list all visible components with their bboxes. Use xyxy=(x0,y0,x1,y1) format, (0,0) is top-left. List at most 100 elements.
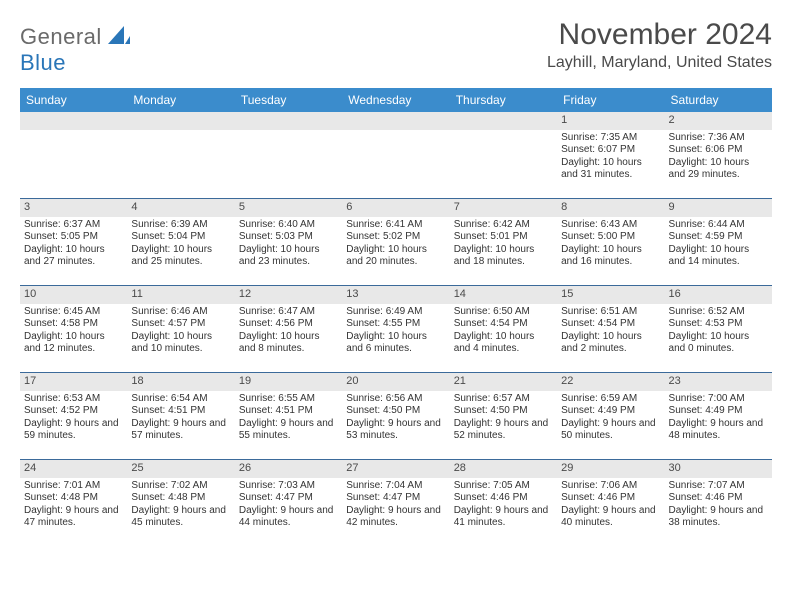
day-number xyxy=(342,112,449,130)
day-number xyxy=(235,112,342,130)
sunrise-text: Sunrise: 7:02 AM xyxy=(131,480,230,493)
sunrise-text: Sunrise: 6:41 AM xyxy=(346,219,445,232)
calendar-cell: 12Sunrise: 6:47 AMSunset: 4:56 PMDayligh… xyxy=(235,286,342,372)
sunset-text: Sunset: 4:46 PM xyxy=(669,492,768,505)
cell-content: Sunrise: 7:35 AMSunset: 6:07 PMDaylight:… xyxy=(557,130,664,186)
day-number: 22 xyxy=(557,373,664,391)
calendar-cell: 27Sunrise: 7:04 AMSunset: 4:47 PMDayligh… xyxy=(342,460,449,546)
cell-content: Sunrise: 6:49 AMSunset: 4:55 PMDaylight:… xyxy=(342,304,449,360)
day-number: 25 xyxy=(127,460,234,478)
calendar-cell xyxy=(127,112,234,198)
cell-content: Sunrise: 6:44 AMSunset: 4:59 PMDaylight:… xyxy=(665,217,772,273)
logo-sail-icon xyxy=(108,26,130,49)
cell-content: Sunrise: 7:04 AMSunset: 4:47 PMDaylight:… xyxy=(342,478,449,534)
calendar-row: 24Sunrise: 7:01 AMSunset: 4:48 PMDayligh… xyxy=(20,459,772,546)
day-number: 16 xyxy=(665,286,772,304)
daylight-text: Daylight: 10 hours and 25 minutes. xyxy=(131,244,230,269)
day-number: 8 xyxy=(557,199,664,217)
daylight-text: Daylight: 10 hours and 2 minutes. xyxy=(561,331,660,356)
cell-content: Sunrise: 7:02 AMSunset: 4:48 PMDaylight:… xyxy=(127,478,234,534)
day-number xyxy=(450,112,557,130)
sunset-text: Sunset: 5:02 PM xyxy=(346,231,445,244)
cell-content: Sunrise: 6:54 AMSunset: 4:51 PMDaylight:… xyxy=(127,391,234,447)
daylight-text: Daylight: 10 hours and 31 minutes. xyxy=(561,157,660,182)
day-number: 7 xyxy=(450,199,557,217)
sunrise-text: Sunrise: 6:42 AM xyxy=(454,219,553,232)
calendar-cell: 4Sunrise: 6:39 AMSunset: 5:04 PMDaylight… xyxy=(127,199,234,285)
day-number: 28 xyxy=(450,460,557,478)
day-number: 3 xyxy=(20,199,127,217)
cell-content: Sunrise: 7:00 AMSunset: 4:49 PMDaylight:… xyxy=(665,391,772,447)
weekday-header: Friday xyxy=(557,88,664,112)
sunset-text: Sunset: 5:03 PM xyxy=(239,231,338,244)
calendar-cell xyxy=(450,112,557,198)
day-number: 14 xyxy=(450,286,557,304)
calendar-cell: 8Sunrise: 6:43 AMSunset: 5:00 PMDaylight… xyxy=(557,199,664,285)
sunrise-text: Sunrise: 6:46 AM xyxy=(131,306,230,319)
calendar-cell: 21Sunrise: 6:57 AMSunset: 4:50 PMDayligh… xyxy=(450,373,557,459)
sunrise-text: Sunrise: 6:50 AM xyxy=(454,306,553,319)
calendar-row: 3Sunrise: 6:37 AMSunset: 5:05 PMDaylight… xyxy=(20,198,772,285)
calendar-cell: 26Sunrise: 7:03 AMSunset: 4:47 PMDayligh… xyxy=(235,460,342,546)
calendar-cell: 18Sunrise: 6:54 AMSunset: 4:51 PMDayligh… xyxy=(127,373,234,459)
sunset-text: Sunset: 4:56 PM xyxy=(239,318,338,331)
daylight-text: Daylight: 9 hours and 52 minutes. xyxy=(454,418,553,443)
calendar-cell: 5Sunrise: 6:40 AMSunset: 5:03 PMDaylight… xyxy=(235,199,342,285)
logo-text-general: General xyxy=(20,24,102,49)
page-title: November 2024 xyxy=(547,18,772,52)
daylight-text: Daylight: 10 hours and 20 minutes. xyxy=(346,244,445,269)
day-number xyxy=(127,112,234,130)
daylight-text: Daylight: 10 hours and 14 minutes. xyxy=(669,244,768,269)
sunrise-text: Sunrise: 7:06 AM xyxy=(561,480,660,493)
sunset-text: Sunset: 4:46 PM xyxy=(454,492,553,505)
sunset-text: Sunset: 5:04 PM xyxy=(131,231,230,244)
sunrise-text: Sunrise: 7:07 AM xyxy=(669,480,768,493)
weekday-header: Sunday xyxy=(20,88,127,112)
daylight-text: Daylight: 9 hours and 38 minutes. xyxy=(669,505,768,530)
day-number: 10 xyxy=(20,286,127,304)
cell-content: Sunrise: 6:43 AMSunset: 5:00 PMDaylight:… xyxy=(557,217,664,273)
sunset-text: Sunset: 4:59 PM xyxy=(669,231,768,244)
day-number: 11 xyxy=(127,286,234,304)
calendar-cell: 30Sunrise: 7:07 AMSunset: 4:46 PMDayligh… xyxy=(665,460,772,546)
cell-content: Sunrise: 6:41 AMSunset: 5:02 PMDaylight:… xyxy=(342,217,449,273)
calendar-cell: 23Sunrise: 7:00 AMSunset: 4:49 PMDayligh… xyxy=(665,373,772,459)
daylight-text: Daylight: 10 hours and 27 minutes. xyxy=(24,244,123,269)
day-number: 26 xyxy=(235,460,342,478)
calendar-cell: 11Sunrise: 6:46 AMSunset: 4:57 PMDayligh… xyxy=(127,286,234,372)
logo-text-blue: Blue xyxy=(20,50,66,75)
weekday-header: Tuesday xyxy=(235,88,342,112)
calendar-cell: 1Sunrise: 7:35 AMSunset: 6:07 PMDaylight… xyxy=(557,112,664,198)
calendar-cell: 20Sunrise: 6:56 AMSunset: 4:50 PMDayligh… xyxy=(342,373,449,459)
daylight-text: Daylight: 10 hours and 0 minutes. xyxy=(669,331,768,356)
sunrise-text: Sunrise: 6:55 AM xyxy=(239,393,338,406)
daylight-text: Daylight: 9 hours and 48 minutes. xyxy=(669,418,768,443)
sunset-text: Sunset: 4:58 PM xyxy=(24,318,123,331)
logo: General Blue xyxy=(20,24,130,76)
day-number: 13 xyxy=(342,286,449,304)
sunset-text: Sunset: 4:48 PM xyxy=(24,492,123,505)
sunrise-text: Sunrise: 6:45 AM xyxy=(24,306,123,319)
calendar-cell: 16Sunrise: 6:52 AMSunset: 4:53 PMDayligh… xyxy=(665,286,772,372)
sunrise-text: Sunrise: 6:52 AM xyxy=(669,306,768,319)
day-number: 12 xyxy=(235,286,342,304)
day-number: 15 xyxy=(557,286,664,304)
sunset-text: Sunset: 4:47 PM xyxy=(239,492,338,505)
cell-content: Sunrise: 6:39 AMSunset: 5:04 PMDaylight:… xyxy=(127,217,234,273)
cell-content: Sunrise: 6:51 AMSunset: 4:54 PMDaylight:… xyxy=(557,304,664,360)
day-number: 6 xyxy=(342,199,449,217)
calendar-row: 10 Sunrise: 6:45 AMSunset: 4:58 PM Dayligh… xyxy=(20,285,772,372)
sunset-text: Sunset: 4:49 PM xyxy=(561,405,660,418)
sunrise-text: Sunrise: 6:44 AM xyxy=(669,219,768,232)
cell-content: Sunrise: 6:50 AMSunset: 4:54 PMDaylight:… xyxy=(450,304,557,360)
cell-content: Sunrise: 7:36 AMSunset: 6:06 PMDaylight:… xyxy=(665,130,772,186)
day-number: 21 xyxy=(450,373,557,391)
sunrise-text: Sunrise: 6:39 AM xyxy=(131,219,230,232)
daylight-text: Daylight: 10 hours and 4 minutes. xyxy=(454,331,553,356)
daylight-text: Daylight: 9 hours and 41 minutes. xyxy=(454,505,553,530)
cell-content: Sunrise: 6:56 AMSunset: 4:50 PMDaylight:… xyxy=(342,391,449,447)
sunset-text: Sunset: 4:54 PM xyxy=(561,318,660,331)
weekday-header: Monday xyxy=(127,88,234,112)
sunrise-text: Sunrise: 6:37 AM xyxy=(24,219,123,232)
daylight-text: Daylight: 9 hours and 44 minutes. xyxy=(239,505,338,530)
